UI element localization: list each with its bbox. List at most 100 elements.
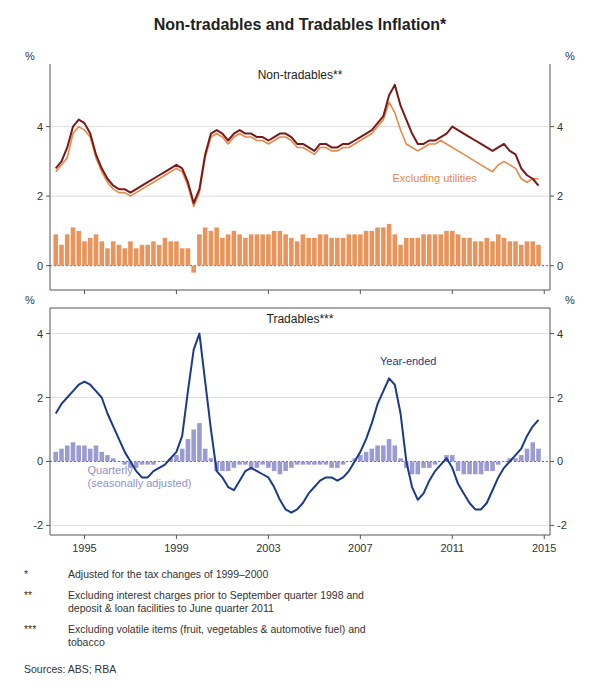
bar	[209, 231, 214, 266]
bar	[243, 238, 248, 266]
bar	[410, 238, 415, 266]
x-tick	[268, 535, 269, 539]
bar	[65, 234, 70, 265]
bar	[513, 458, 518, 461]
grid-line	[50, 126, 550, 127]
bar	[519, 455, 524, 461]
bar	[335, 238, 340, 266]
y-tick	[46, 525, 50, 526]
bar	[186, 248, 191, 265]
y2-tick-label: 2	[557, 392, 563, 404]
bar	[525, 241, 530, 265]
bar	[180, 248, 185, 265]
series-label: Excluding utilities	[393, 172, 478, 184]
bar	[122, 248, 127, 265]
bar	[439, 234, 444, 265]
y2-axis-line	[550, 64, 551, 290]
bar	[82, 445, 87, 461]
bar	[444, 231, 449, 266]
grid-line	[50, 525, 550, 526]
bar	[375, 445, 380, 461]
bar	[105, 455, 110, 461]
x-tick	[360, 290, 361, 294]
bar	[416, 238, 421, 266]
x-axis-line	[50, 290, 550, 291]
bar	[410, 461, 415, 474]
bar	[433, 461, 438, 464]
bar	[145, 461, 150, 464]
bar	[347, 461, 352, 463]
footnote-line: Excluding volatile items (fruit, vegetab…	[68, 623, 366, 635]
x-tick	[360, 535, 361, 539]
bar	[370, 449, 375, 462]
bar	[456, 461, 461, 471]
bar	[341, 461, 346, 464]
y2-tick	[550, 397, 554, 398]
bar	[278, 461, 283, 474]
bar	[243, 461, 248, 464]
bar	[496, 461, 501, 464]
x-tick-label: 1995	[72, 542, 96, 554]
bar	[335, 461, 340, 467]
bar	[479, 461, 484, 474]
line	[56, 85, 539, 203]
bar	[530, 241, 535, 265]
bar	[352, 234, 357, 265]
bar	[375, 227, 380, 265]
bar	[168, 241, 173, 265]
bar	[191, 429, 196, 461]
footnote: Adjusted for the tax changes of 1999–200…	[68, 568, 268, 580]
bar	[393, 234, 398, 265]
bar	[140, 245, 145, 266]
bar	[53, 452, 58, 462]
bar	[393, 445, 398, 461]
bar	[283, 461, 288, 471]
y2-tick	[550, 265, 554, 266]
series-label: Quarterly(seasonally adjusted)	[88, 464, 192, 489]
bar	[197, 234, 202, 265]
y2-tick-label: 0	[557, 455, 563, 467]
bar	[237, 234, 242, 265]
bar	[82, 241, 87, 265]
bar	[220, 238, 225, 266]
bar	[502, 461, 507, 463]
bar	[416, 461, 421, 474]
y2-tick	[550, 461, 554, 462]
bar	[473, 241, 478, 265]
bar	[381, 227, 386, 265]
bar	[329, 238, 334, 266]
footnote-symbol: ***	[24, 623, 36, 635]
bar	[404, 238, 409, 266]
bar	[461, 461, 466, 474]
bar	[283, 234, 288, 265]
x-tick	[176, 535, 177, 539]
bar	[232, 461, 237, 467]
bar	[266, 234, 271, 265]
bar	[76, 231, 81, 266]
bar	[260, 461, 265, 464]
bar	[128, 241, 133, 265]
bar	[329, 461, 334, 467]
bar	[157, 461, 162, 463]
bar	[427, 461, 432, 467]
bar	[59, 449, 64, 462]
bar	[266, 461, 271, 467]
bar	[398, 245, 403, 266]
bar	[387, 439, 392, 461]
bar	[272, 461, 277, 471]
bar	[134, 248, 139, 265]
bar	[306, 461, 311, 464]
x-tick	[84, 535, 85, 539]
bar	[220, 461, 225, 471]
y2-axis-label: %	[565, 50, 575, 62]
bar	[117, 245, 122, 266]
grid-line	[50, 333, 550, 334]
footnote-symbol: **	[24, 589, 32, 601]
bar	[324, 234, 329, 265]
title: Non-tradables and Tradables Inflation*	[154, 16, 447, 33]
bar	[398, 458, 403, 461]
bar	[105, 248, 110, 265]
footnote: Excluding volatile items (fruit, vegetab…	[68, 623, 366, 648]
chart: Non-tradables and Tradables Inflation* 0 2…	[0, 0, 600, 698]
bar	[99, 452, 104, 462]
